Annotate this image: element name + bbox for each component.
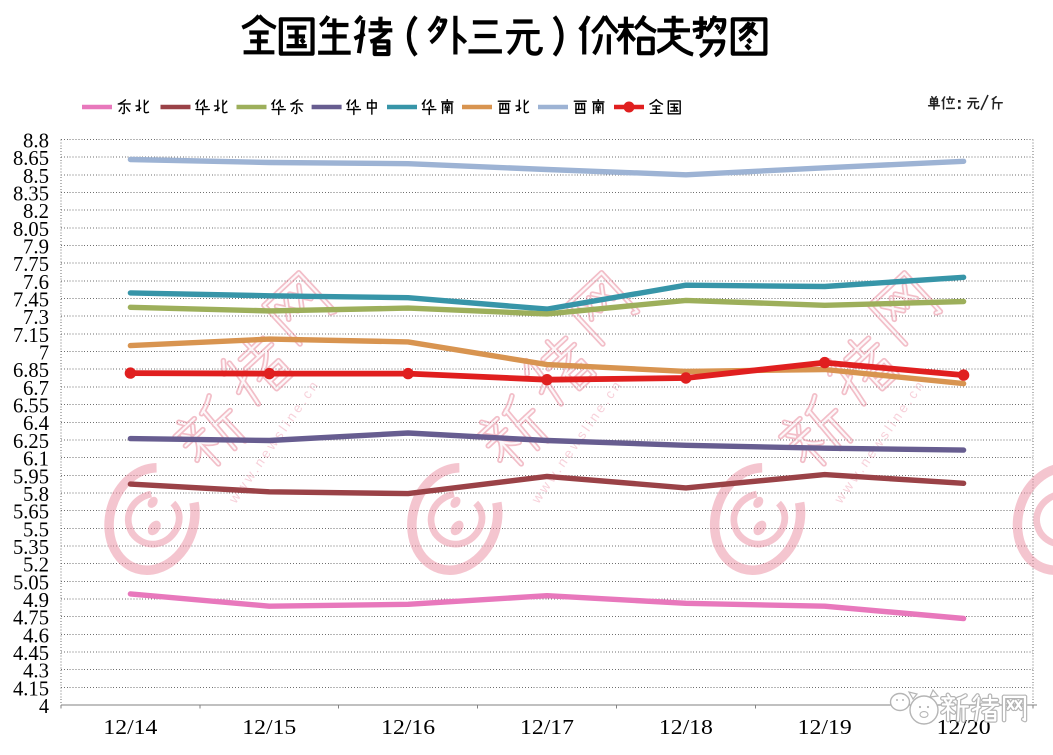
svg-text:4.9: 4.9 xyxy=(23,588,49,612)
svg-text:12/15: 12/15 xyxy=(242,715,296,739)
svg-text:7.75: 7.75 xyxy=(13,252,49,276)
svg-text:8.2: 8.2 xyxy=(23,199,49,223)
svg-text:8.8: 8.8 xyxy=(23,129,49,153)
svg-text:5.5: 5.5 xyxy=(23,517,49,541)
svg-text:6.7: 6.7 xyxy=(23,376,49,400)
svg-text:7.45: 7.45 xyxy=(13,288,49,312)
svg-text:12/16: 12/16 xyxy=(381,715,435,739)
svg-text:4.75: 4.75 xyxy=(13,606,49,630)
svg-text:4.6: 4.6 xyxy=(23,623,49,647)
svg-text:12/19: 12/19 xyxy=(798,715,852,739)
svg-text:5.8: 5.8 xyxy=(23,482,49,506)
svg-text:5.35: 5.35 xyxy=(13,535,49,559)
svg-text:5.65: 5.65 xyxy=(13,500,49,524)
svg-text:12/14: 12/14 xyxy=(103,715,158,739)
svg-text:8.35: 8.35 xyxy=(13,182,49,206)
svg-text:6.4: 6.4 xyxy=(23,411,49,435)
svg-text:5.05: 5.05 xyxy=(13,570,49,594)
svg-text:8.05: 8.05 xyxy=(13,217,49,241)
svg-text:12/17: 12/17 xyxy=(520,715,574,739)
svg-text:4: 4 xyxy=(39,694,49,718)
svg-text:8.65: 8.65 xyxy=(13,146,49,170)
svg-text:7.9: 7.9 xyxy=(23,235,49,259)
svg-text:4.45: 4.45 xyxy=(13,641,49,665)
svg-text:12/18: 12/18 xyxy=(659,715,713,739)
svg-text:5.2: 5.2 xyxy=(23,553,49,577)
svg-text:4.15: 4.15 xyxy=(13,676,49,700)
svg-text:7.3: 7.3 xyxy=(23,305,49,329)
svg-text:6.85: 6.85 xyxy=(13,358,49,382)
svg-text:8.5: 8.5 xyxy=(23,164,49,188)
svg-text:7.15: 7.15 xyxy=(13,323,49,347)
svg-text:7.6: 7.6 xyxy=(23,270,49,294)
svg-text:6.25: 6.25 xyxy=(13,429,49,453)
svg-text:4.3: 4.3 xyxy=(23,659,49,683)
svg-text:7: 7 xyxy=(39,341,49,365)
svg-text:6.55: 6.55 xyxy=(13,394,49,418)
svg-text:5.95: 5.95 xyxy=(13,464,49,488)
svg-text:6.1: 6.1 xyxy=(23,447,49,471)
